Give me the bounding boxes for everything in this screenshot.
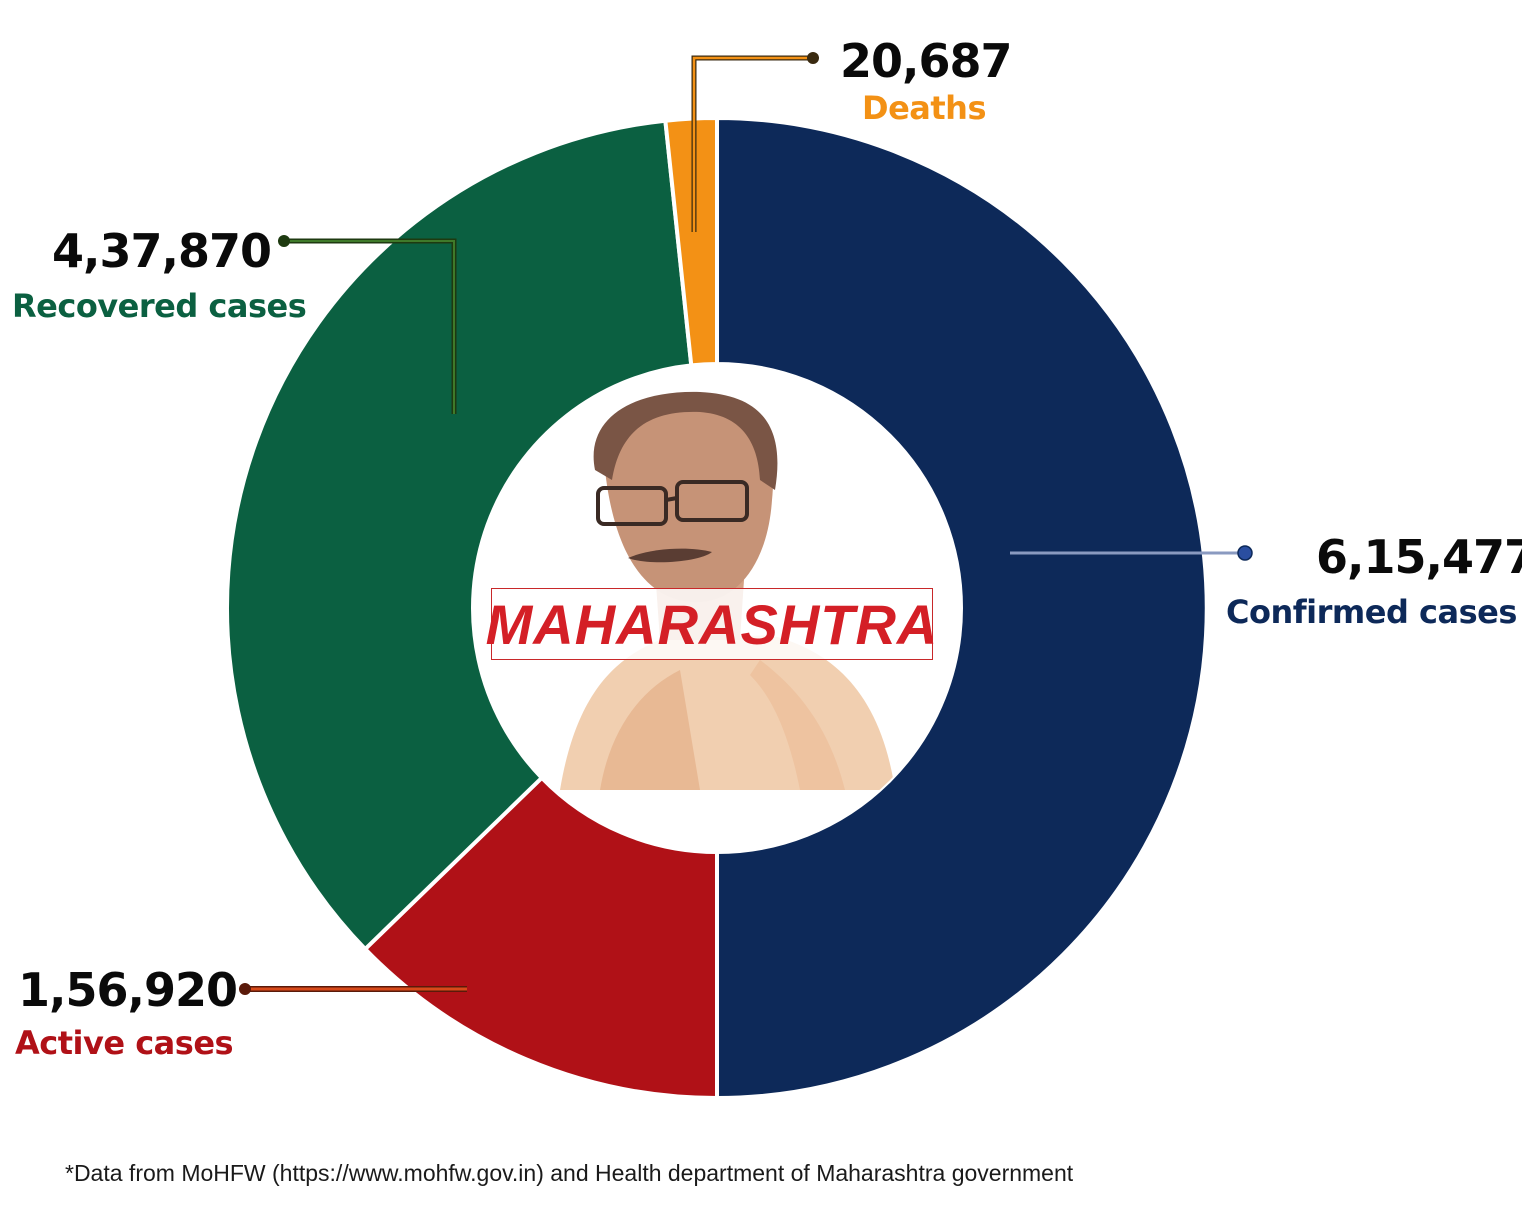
deaths-value: 20,687 xyxy=(840,34,1013,88)
leader-dot-deaths xyxy=(807,52,819,64)
leader-dot-active xyxy=(239,983,251,995)
confirmed-label: Confirmed cases xyxy=(1226,593,1517,631)
donut-slice-deaths xyxy=(663,115,719,368)
donut-slice-recovered-cases xyxy=(225,118,694,952)
leader-dot-recovered xyxy=(278,235,290,247)
confirmed-value: 6,15,477 xyxy=(1316,530,1522,584)
leader-lines xyxy=(239,52,1253,995)
donut-slice-active-cases xyxy=(362,774,719,1101)
leader-dot-confirmed xyxy=(1237,545,1253,561)
donut-slice-confirmed-cases xyxy=(715,115,1209,1101)
active-label: Active cases xyxy=(15,1024,234,1062)
active-value: 1,56,920 xyxy=(18,963,238,1017)
donut-slices xyxy=(225,115,1209,1101)
deaths-label: Deaths xyxy=(862,89,986,127)
state-name: MAHARASHTRA xyxy=(485,592,939,656)
recovered-label: Recovered cases xyxy=(12,287,307,325)
state-name-badge: MAHARASHTRA xyxy=(486,588,937,660)
data-source-footnote: *Data from MoHFW (https://www.mohfw.gov.… xyxy=(65,1160,1074,1186)
recovered-value: 4,37,870 xyxy=(52,224,272,278)
